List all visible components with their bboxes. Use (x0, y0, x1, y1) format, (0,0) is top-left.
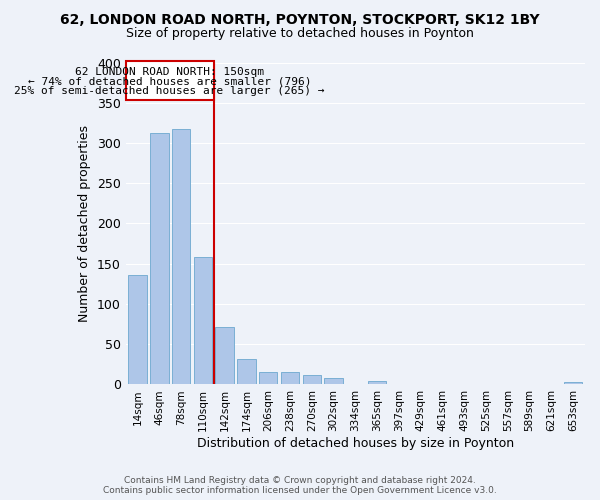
FancyBboxPatch shape (125, 61, 214, 100)
Text: 25% of semi-detached houses are larger (265) →: 25% of semi-detached houses are larger (… (14, 86, 325, 96)
Bar (324, 378, 343, 384)
Text: Contains HM Land Registry data © Crown copyright and database right 2024.
Contai: Contains HM Land Registry data © Crown c… (103, 476, 497, 495)
Text: ← 74% of detached houses are smaller (796): ← 74% of detached houses are smaller (79… (28, 76, 311, 86)
Text: 62 LONDON ROAD NORTH: 150sqm: 62 LONDON ROAD NORTH: 150sqm (75, 66, 264, 76)
Bar (368, 381, 386, 384)
Bar (237, 358, 256, 384)
Y-axis label: Number of detached properties: Number of detached properties (79, 125, 91, 322)
Bar (281, 372, 299, 384)
Bar (564, 382, 582, 384)
Bar (259, 372, 277, 384)
Bar (150, 134, 169, 384)
Bar (128, 275, 147, 384)
X-axis label: Distribution of detached houses by size in Poynton: Distribution of detached houses by size … (197, 437, 514, 450)
Text: 62, LONDON ROAD NORTH, POYNTON, STOCKPORT, SK12 1BY: 62, LONDON ROAD NORTH, POYNTON, STOCKPOR… (60, 12, 540, 26)
Bar (172, 128, 190, 384)
Text: Size of property relative to detached houses in Poynton: Size of property relative to detached ho… (126, 28, 474, 40)
Bar (215, 326, 234, 384)
Bar (194, 258, 212, 384)
Bar (302, 375, 321, 384)
